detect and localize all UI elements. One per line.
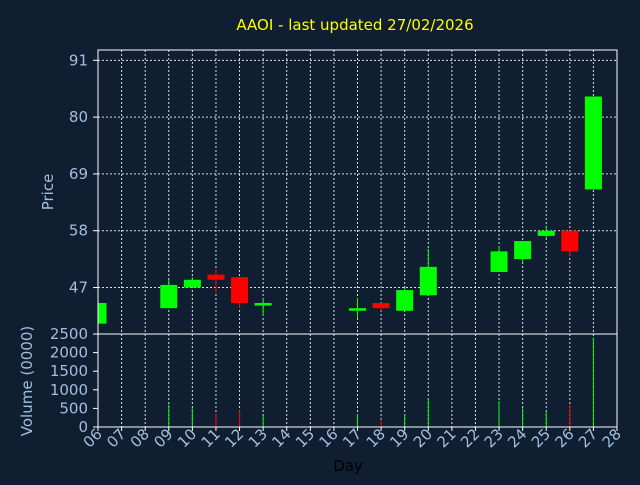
candle-body <box>254 303 272 306</box>
x-tick-label: 21 <box>433 425 459 451</box>
candle-body <box>514 241 532 260</box>
x-tick-label: 17 <box>339 425 365 451</box>
x-tick-label: 14 <box>268 425 294 451</box>
candle-body <box>561 230 579 252</box>
x-tick-label: 16 <box>316 425 342 451</box>
volume-tick-label: 2500 <box>50 325 88 343</box>
candle-body <box>207 274 225 280</box>
candle-body <box>419 266 437 296</box>
x-tick-label: 23 <box>481 425 507 451</box>
candle-body <box>231 277 249 304</box>
x-tick-label: 27 <box>575 425 601 451</box>
x-tick-label: 22 <box>457 425 483 451</box>
x-tick-label: 28 <box>599 425 625 451</box>
grid-lines <box>93 50 618 431</box>
x-tick-label: 09 <box>150 425 176 451</box>
candle-body <box>160 284 178 309</box>
candle-body <box>183 279 201 288</box>
data-marks <box>97 96 602 427</box>
volume-axis-label: Volume (0000) <box>18 326 36 436</box>
x-tick-label: 10 <box>174 425 200 451</box>
volume-panel-frame <box>97 333 618 428</box>
x-tick-label: 25 <box>528 425 554 451</box>
candle-body <box>372 303 390 309</box>
x-tick-label: 24 <box>504 425 530 451</box>
y-axis-label: Price <box>39 174 57 211</box>
candle-body <box>584 96 602 190</box>
x-tick-label: 18 <box>363 425 389 451</box>
x-tick-label: 20 <box>410 425 436 451</box>
price-tick-label: 80 <box>69 108 88 126</box>
tick-labels: 4758698091050010001500200025000607080910… <box>50 51 625 451</box>
x-tick-label: 08 <box>127 425 153 451</box>
x-tick-label: 13 <box>245 425 271 451</box>
price-tick-label: 91 <box>69 51 88 69</box>
candle-body <box>537 230 555 236</box>
candle-body <box>349 308 366 311</box>
x-tick-label: 12 <box>221 425 247 451</box>
price-tick-label: 47 <box>69 279 88 297</box>
candle-body <box>396 290 414 311</box>
x-tick-label: 15 <box>292 425 318 451</box>
price-tick-label: 58 <box>69 222 88 240</box>
volume-tick-label: 1500 <box>50 362 88 380</box>
x-tick-label: 26 <box>551 425 577 451</box>
volume-tick-label: 500 <box>59 399 88 417</box>
volume-tick-label: 2000 <box>50 344 88 362</box>
x-tick-label: 11 <box>198 425 224 451</box>
chart-title: AAOI - last updated 27/02/2026 <box>236 16 473 34</box>
candle-body <box>98 303 107 324</box>
x-tick-label: 07 <box>103 425 129 451</box>
x-tick-label: 19 <box>386 425 412 451</box>
price-tick-label: 69 <box>69 165 88 183</box>
candle-body <box>490 251 508 273</box>
volume-tick-label: 1000 <box>50 381 88 399</box>
x-axis-label: Day <box>333 457 363 475</box>
volume-tick-label: 0 <box>78 418 88 436</box>
